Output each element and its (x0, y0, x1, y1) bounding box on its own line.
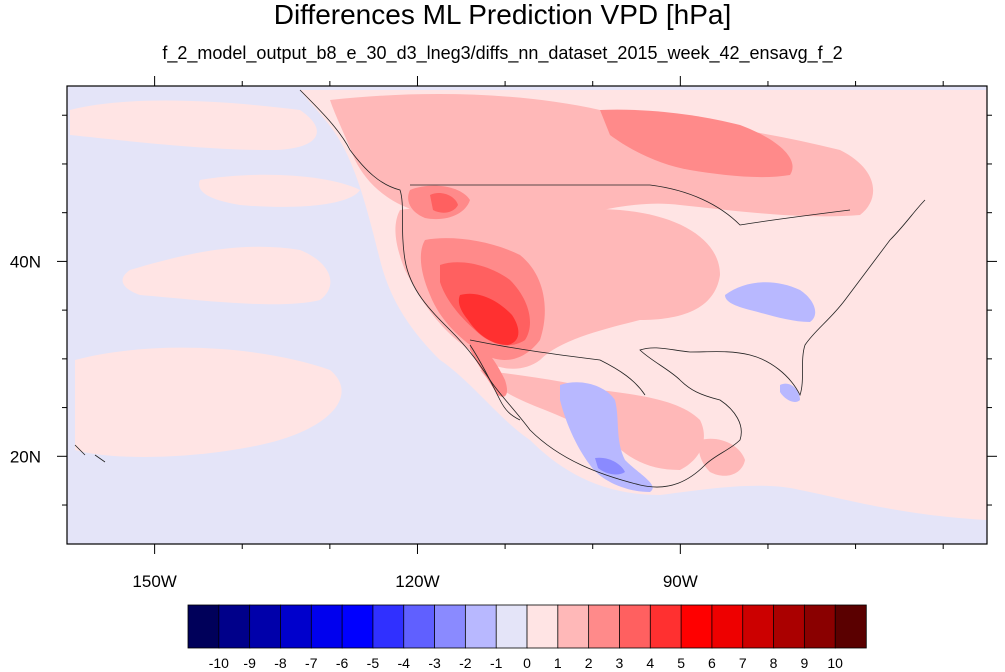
colorbar-swatch (680, 604, 713, 649)
colorbar-swatch (649, 604, 682, 649)
colorbar-swatch (711, 604, 744, 649)
colorbar-label: 9 (800, 655, 808, 671)
colorbar-swatch (464, 604, 497, 649)
colorbar-label: -3 (428, 655, 441, 671)
lon-tick-label: 150W (132, 572, 176, 591)
colorbar-label: 7 (739, 655, 747, 671)
colorbar-label: 3 (616, 655, 624, 671)
border-path (469, 339, 646, 396)
field-region (199, 174, 360, 207)
colorbar-swatch (310, 604, 343, 649)
colorbar-swatch (834, 604, 867, 649)
field-region (75, 347, 342, 457)
colorbar-swatch (526, 604, 559, 649)
colorbar-label: -9 (243, 655, 256, 671)
colorbar-swatch (773, 604, 806, 649)
colorbar-swatch (495, 604, 528, 649)
colorbar-swatch (280, 604, 312, 649)
field-region (122, 246, 331, 305)
colorbar-swatch (249, 604, 282, 649)
field-region (595, 457, 625, 475)
axis-ticks (57, 76, 997, 554)
field-region (600, 109, 793, 178)
colorbar-label: -4 (398, 655, 411, 671)
colorbar-label: 2 (585, 655, 593, 671)
colorbar-label: -6 (336, 655, 349, 671)
colorbar-label: -1 (490, 655, 503, 671)
field-region (458, 293, 519, 345)
colorbar-swatch (588, 604, 621, 649)
colorbar-label: -2 (459, 655, 472, 671)
colorbar-swatch (187, 604, 220, 649)
colorbar (187, 604, 867, 649)
field-region (430, 193, 458, 213)
field-region (698, 438, 745, 476)
colorbar-labels: -10 -9 -8 -7 -6 -5 -4 -3 -2 -1 0 1 2 3 4 5 6 7 8 9 10 (209, 655, 843, 671)
colorbar-label: 6 (708, 655, 716, 671)
field-region (780, 383, 800, 403)
colorbar-label: 4 (646, 655, 654, 671)
colorbar-swatch (742, 604, 775, 649)
coastline-path (469, 344, 521, 421)
colorbar-swatch (341, 604, 374, 649)
colorbar-label: -7 (305, 655, 318, 671)
colorbar-swatch (557, 604, 590, 649)
colorbar-label: 0 (523, 655, 531, 671)
colorbar-label: 5 (677, 655, 685, 671)
colorbar-swatch (403, 604, 436, 649)
border-path (410, 184, 851, 226)
coastlines (74, 89, 926, 488)
lon-tick-label: 120W (395, 572, 439, 591)
colorbar-label: 1 (554, 655, 562, 671)
field-region (330, 94, 874, 223)
colorbar-label: -5 (367, 655, 380, 671)
colorbar-label: 10 (827, 655, 843, 671)
colorbar-swatch (619, 604, 651, 649)
axis-tick-labels: 150W 120W 90W 40N 20N (10, 252, 698, 591)
field-region (470, 340, 508, 397)
map-frame (66, 85, 988, 545)
colorbar-label: -8 (274, 655, 287, 671)
colorbar-swatch (372, 604, 405, 649)
lat-tick-label: 40N (10, 252, 41, 271)
field-region (70, 100, 317, 150)
coastline-path (299, 89, 926, 488)
colorbar-swatch (803, 604, 836, 649)
colorbar-label: -10 (209, 655, 229, 671)
figure-title: Differences ML Prediction VPD [hPa] (273, 0, 732, 30)
lat-tick-label: 20N (10, 447, 41, 466)
colorbar-swatch (218, 604, 251, 649)
field-region (725, 282, 816, 322)
colorbar-swatch (434, 604, 467, 649)
figure-subtitle: f_2_model_output_b8_e_30_d3_lneg3/diffs_… (162, 43, 843, 63)
colorbar-label: 8 (770, 655, 778, 671)
map-field (67, 86, 987, 544)
field-region (560, 382, 653, 492)
lon-tick-label: 90W (663, 572, 698, 591)
coastline-path (74, 444, 106, 463)
